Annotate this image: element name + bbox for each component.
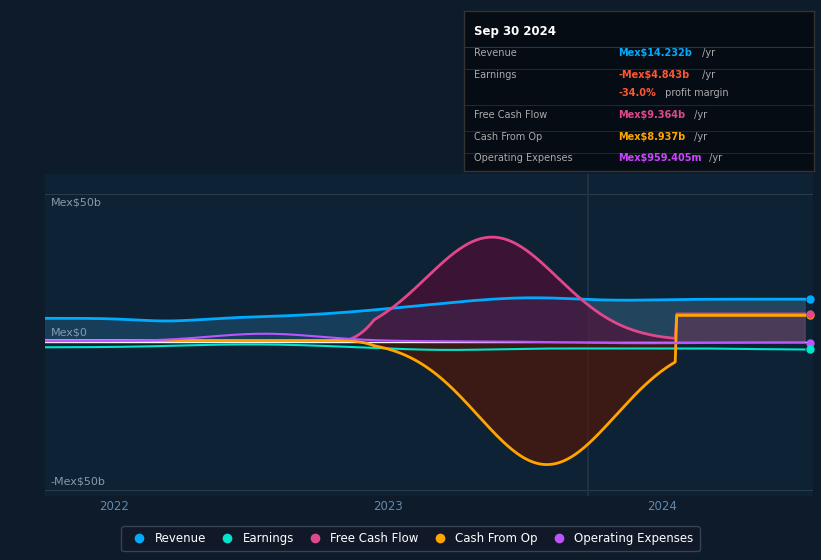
Text: Sep 30 2024: Sep 30 2024 [475, 25, 557, 38]
Text: Mex$8.937b: Mex$8.937b [618, 132, 686, 142]
Text: Mex$959.405m: Mex$959.405m [618, 153, 702, 163]
Text: Operating Expenses: Operating Expenses [475, 153, 573, 163]
Text: /yr: /yr [699, 70, 715, 80]
Text: -Mex$50b: -Mex$50b [51, 477, 106, 487]
Text: /yr: /yr [691, 110, 708, 120]
Text: Cash From Op: Cash From Op [475, 132, 543, 142]
Text: profit margin: profit margin [662, 87, 729, 97]
Text: Mex$14.232b: Mex$14.232b [618, 48, 692, 58]
Text: -34.0%: -34.0% [618, 87, 656, 97]
Text: Mex$0: Mex$0 [51, 328, 88, 338]
Text: Earnings: Earnings [475, 70, 517, 80]
Text: Mex$9.364b: Mex$9.364b [618, 110, 686, 120]
Text: /yr: /yr [706, 153, 722, 163]
Text: Revenue: Revenue [475, 48, 517, 58]
Text: -Mex$4.843b: -Mex$4.843b [618, 70, 690, 80]
Text: Free Cash Flow: Free Cash Flow [475, 110, 548, 120]
Text: /yr: /yr [691, 132, 708, 142]
Text: Mex$50b: Mex$50b [51, 197, 102, 207]
Text: /yr: /yr [699, 48, 715, 58]
Legend: Revenue, Earnings, Free Cash Flow, Cash From Op, Operating Expenses: Revenue, Earnings, Free Cash Flow, Cash … [122, 526, 699, 551]
